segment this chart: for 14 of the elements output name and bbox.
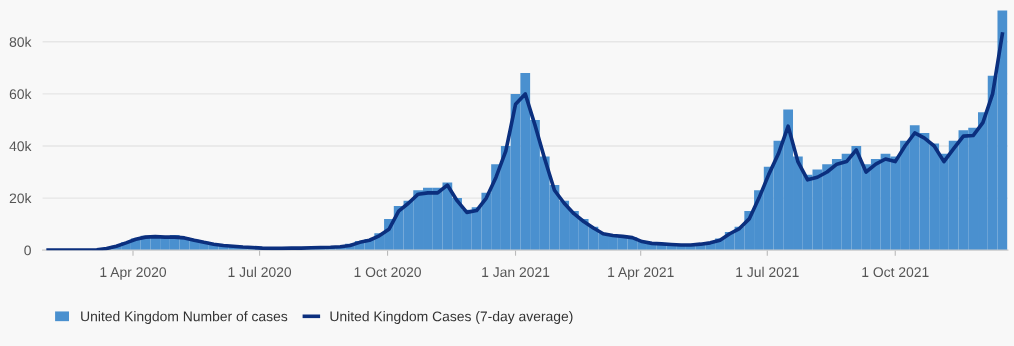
x-tick-label: 1 Apr 2020 <box>100 267 167 280</box>
y-tick-label: 60k <box>9 88 32 100</box>
legend-label: United Kingdom Cases (7-day average) <box>330 311 573 325</box>
legend-label: United Kingdom Number of cases <box>81 311 288 325</box>
x-tick-label: 1 Jul 2021 <box>736 266 799 278</box>
x-tick-label: 1 Jul 2020 <box>228 266 292 278</box>
y-tick-label: 40k <box>9 140 32 152</box>
x-tick-label: 1 Apr 2021 <box>608 267 674 280</box>
x-tick-label: 1 Oct 2021 <box>862 267 929 278</box>
x-tick-label: 1 Jan 2021 <box>482 267 550 278</box>
y-tick-label: 20k <box>9 193 32 204</box>
x-tick-label: 1 Oct 2020 <box>354 267 421 278</box>
y-tick-label: 80k <box>9 36 32 47</box>
y-tick-label: 0 <box>24 245 31 256</box>
